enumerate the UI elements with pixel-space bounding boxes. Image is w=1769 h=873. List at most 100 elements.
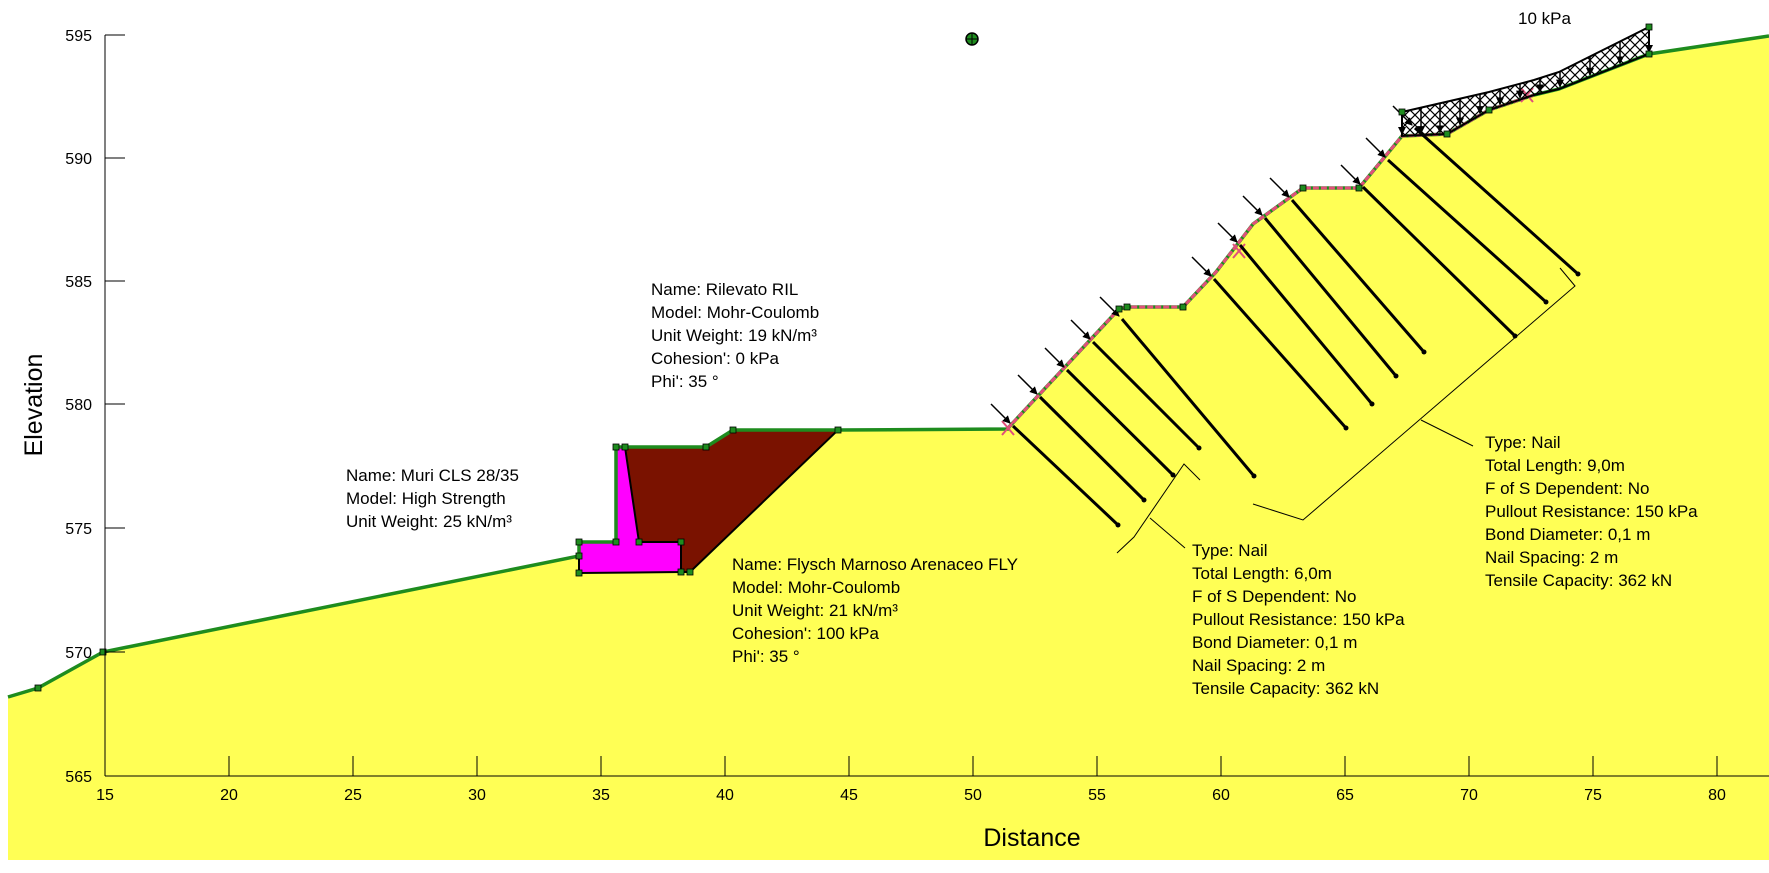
y-tick-label: 580 (65, 397, 92, 414)
material-label-muri: Name: Muri CLS 28/35 Model: High Strength… (346, 466, 519, 531)
nail-group-bracket-short (1116, 463, 1201, 554)
distributed-load (1401, 25, 1650, 138)
label-line: Model: High Strength (346, 489, 506, 508)
y-axis-title: Elevation (20, 354, 48, 457)
label-line: Total Length: 9,0m (1485, 456, 1625, 475)
nail-head-arrow-icon (1392, 105, 1413, 126)
label-line: Pullout Resistance: 150 kPa (1485, 502, 1698, 521)
label-line: Tensile Capacity: 362 kN (1485, 571, 1672, 590)
label-line: Unit Weight: 21 kN/m³ (732, 601, 898, 620)
x-tick-label: 75 (1584, 787, 1602, 804)
label-line: Bond Diameter: 0,1 m (1192, 633, 1357, 652)
vertex-point[interactable] (1179, 303, 1187, 311)
x-axis-ticks: 15 20 25 30 35 40 45 50 55 60 65 70 75 80 (96, 756, 1726, 804)
nail-end (1251, 473, 1257, 479)
material-label-flysch: Name: Flysch Marnoso Arenaceo FLY Model: … (732, 555, 1018, 666)
vertex-point[interactable] (1645, 50, 1653, 58)
load-label: 10 kPa (1518, 9, 1571, 28)
nail-end (1343, 425, 1349, 431)
center-point-icon[interactable] (965, 32, 979, 46)
vertex-point[interactable] (677, 538, 685, 546)
label-line: Unit Weight: 25 kN/m³ (346, 512, 512, 531)
geometry-vertices (34, 23, 1653, 692)
label-line: Bond Diameter: 0,1 m (1485, 525, 1650, 544)
vertex-point[interactable] (612, 538, 620, 546)
vertex-point[interactable] (612, 443, 620, 451)
nail-head-arrow-icon (1099, 296, 1120, 317)
nail-head-arrow-icon (1070, 319, 1091, 340)
vertex-point[interactable] (1123, 303, 1131, 311)
label-line: Phi': 35 ° (732, 647, 800, 666)
nail-head-arrow-icon (1340, 164, 1361, 185)
soil-nails (990, 105, 1581, 528)
y-tick-label: 575 (65, 521, 92, 538)
label-line: Name: Rilevato RIL (651, 280, 798, 299)
nail-end (1543, 299, 1549, 305)
load-arrows (1398, 27, 1653, 135)
x-tick-label: 35 (592, 787, 610, 804)
nail-head-arrow-icon (1217, 222, 1238, 243)
nail-head-arrow-icon (1269, 177, 1290, 198)
vertex-point[interactable] (575, 569, 583, 577)
nail-head-arrow-icon (1365, 137, 1386, 158)
nail-bar (1120, 318, 1256, 477)
label-line: Cohesion': 0 kPa (651, 349, 780, 368)
x-tick-label: 40 (716, 787, 734, 804)
nail-bar (1238, 244, 1374, 405)
vertex-point[interactable] (34, 684, 42, 692)
y-tick-label: 570 (65, 645, 92, 662)
vertex-point[interactable] (1398, 108, 1406, 116)
x-tick-label: 25 (344, 787, 362, 804)
vertex-point[interactable] (1115, 305, 1123, 313)
vertex-point[interactable] (1485, 106, 1493, 114)
nail-end (1141, 497, 1147, 503)
nail-end (1575, 271, 1581, 277)
nail-bar (1091, 340, 1201, 450)
vertex-point[interactable] (834, 426, 842, 434)
x-tick-label: 30 (468, 787, 486, 804)
vertex-point[interactable] (1645, 23, 1653, 31)
vertex-point[interactable] (686, 568, 694, 576)
nail-bar (1011, 424, 1120, 527)
vertex-point[interactable] (1355, 184, 1363, 192)
vertex-point[interactable] (635, 538, 643, 546)
vertex-point[interactable] (575, 552, 583, 560)
nail-end (1115, 522, 1121, 528)
nail-end (1393, 373, 1399, 379)
label-line: Phi': 35 ° (651, 372, 719, 391)
bracket-leader-long (1420, 419, 1474, 447)
x-tick-label: 65 (1336, 787, 1354, 804)
nail-head-arrow-icon (1044, 347, 1065, 368)
label-line: Nail Spacing: 2 m (1485, 548, 1618, 567)
nail-end (1170, 472, 1176, 478)
nail-bar (1413, 126, 1580, 276)
label-line: Model: Mohr-Coulomb (732, 578, 900, 597)
nail-bar (1263, 217, 1398, 377)
bracket-leader-short (1149, 517, 1186, 549)
label-line: F of S Dependent: No (1192, 587, 1356, 606)
y-tick-label: 565 (65, 769, 92, 786)
nail-bar (1361, 185, 1517, 338)
x-tick-label: 55 (1088, 787, 1106, 804)
vertex-point[interactable] (702, 443, 710, 451)
label-line: Type: Nail (1192, 541, 1268, 560)
vertex-point[interactable] (1443, 130, 1451, 138)
vertex-point[interactable] (1299, 184, 1307, 192)
label-line: Nail Spacing: 2 m (1192, 656, 1325, 675)
vertex-point[interactable] (677, 568, 685, 576)
label-line: Name: Flysch Marnoso Arenaceo FLY (732, 555, 1018, 574)
label-line: Pullout Resistance: 150 kPa (1192, 610, 1405, 629)
nail-end (1369, 401, 1375, 407)
x-tick-label: 80 (1708, 787, 1726, 804)
vertex-point[interactable] (729, 426, 737, 434)
label-line: Type: Nail (1485, 433, 1561, 452)
vertex-point[interactable] (621, 443, 629, 451)
label-line: F of S Dependent: No (1485, 479, 1649, 498)
material-label-rilevato: Name: Rilevato RIL Model: Mohr-Coulomb Uni… (651, 280, 819, 391)
label-line: Unit Weight: 19 kN/m³ (651, 326, 817, 345)
y-axis-ticks: 565 570 575 580 585 590 595 (65, 28, 125, 786)
nail-label-short: Type: Nail Total Length: 6,0m F of S Depen… (1192, 541, 1405, 698)
vertex-point[interactable] (575, 538, 583, 546)
